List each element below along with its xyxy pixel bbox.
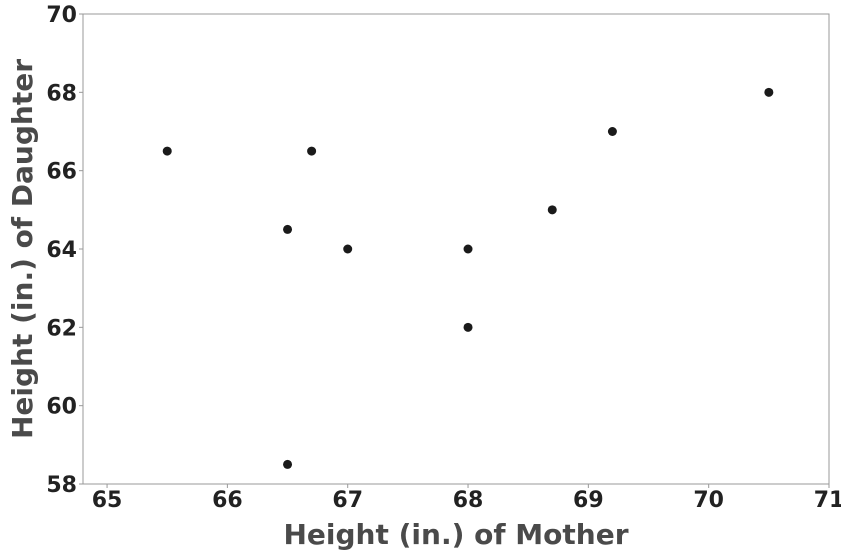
y-tick-label: 64 xyxy=(46,238,77,263)
y-tick-label: 68 xyxy=(46,81,77,106)
data-point xyxy=(764,87,774,97)
plot-area-frame xyxy=(82,13,830,485)
data-point xyxy=(343,244,353,254)
x-tick-label: 65 xyxy=(92,488,123,513)
x-tick-label: 70 xyxy=(693,488,724,513)
data-point xyxy=(463,244,473,254)
data-point xyxy=(547,205,557,215)
x-axis-title: Height (in.) of Mother xyxy=(283,518,628,551)
y-tick-label: 58 xyxy=(46,473,77,498)
data-point xyxy=(607,127,617,136)
x-tick-label: 66 xyxy=(212,488,243,513)
data-point xyxy=(283,459,293,469)
data-point xyxy=(162,146,172,156)
x-tick-label: 71 xyxy=(814,488,841,513)
y-tick-label: 60 xyxy=(46,395,77,420)
data-point xyxy=(307,146,317,156)
data-point xyxy=(463,322,473,332)
y-tick-label: 70 xyxy=(46,3,77,28)
y-axis-title: Height (in.) of Daughter xyxy=(6,59,39,439)
y-axis-ticks: 58 60 62 64 66 68 70 xyxy=(46,3,83,498)
x-tick-label: 69 xyxy=(573,488,604,513)
x-axis-ticks: 65 66 67 68 69 70 71 xyxy=(92,484,841,513)
data-points xyxy=(162,87,774,469)
x-tick-label: 68 xyxy=(453,488,484,513)
data-point xyxy=(283,224,293,234)
x-tick-label: 67 xyxy=(332,488,363,513)
y-tick-label: 66 xyxy=(46,160,77,185)
y-tick-label: 62 xyxy=(46,316,77,341)
